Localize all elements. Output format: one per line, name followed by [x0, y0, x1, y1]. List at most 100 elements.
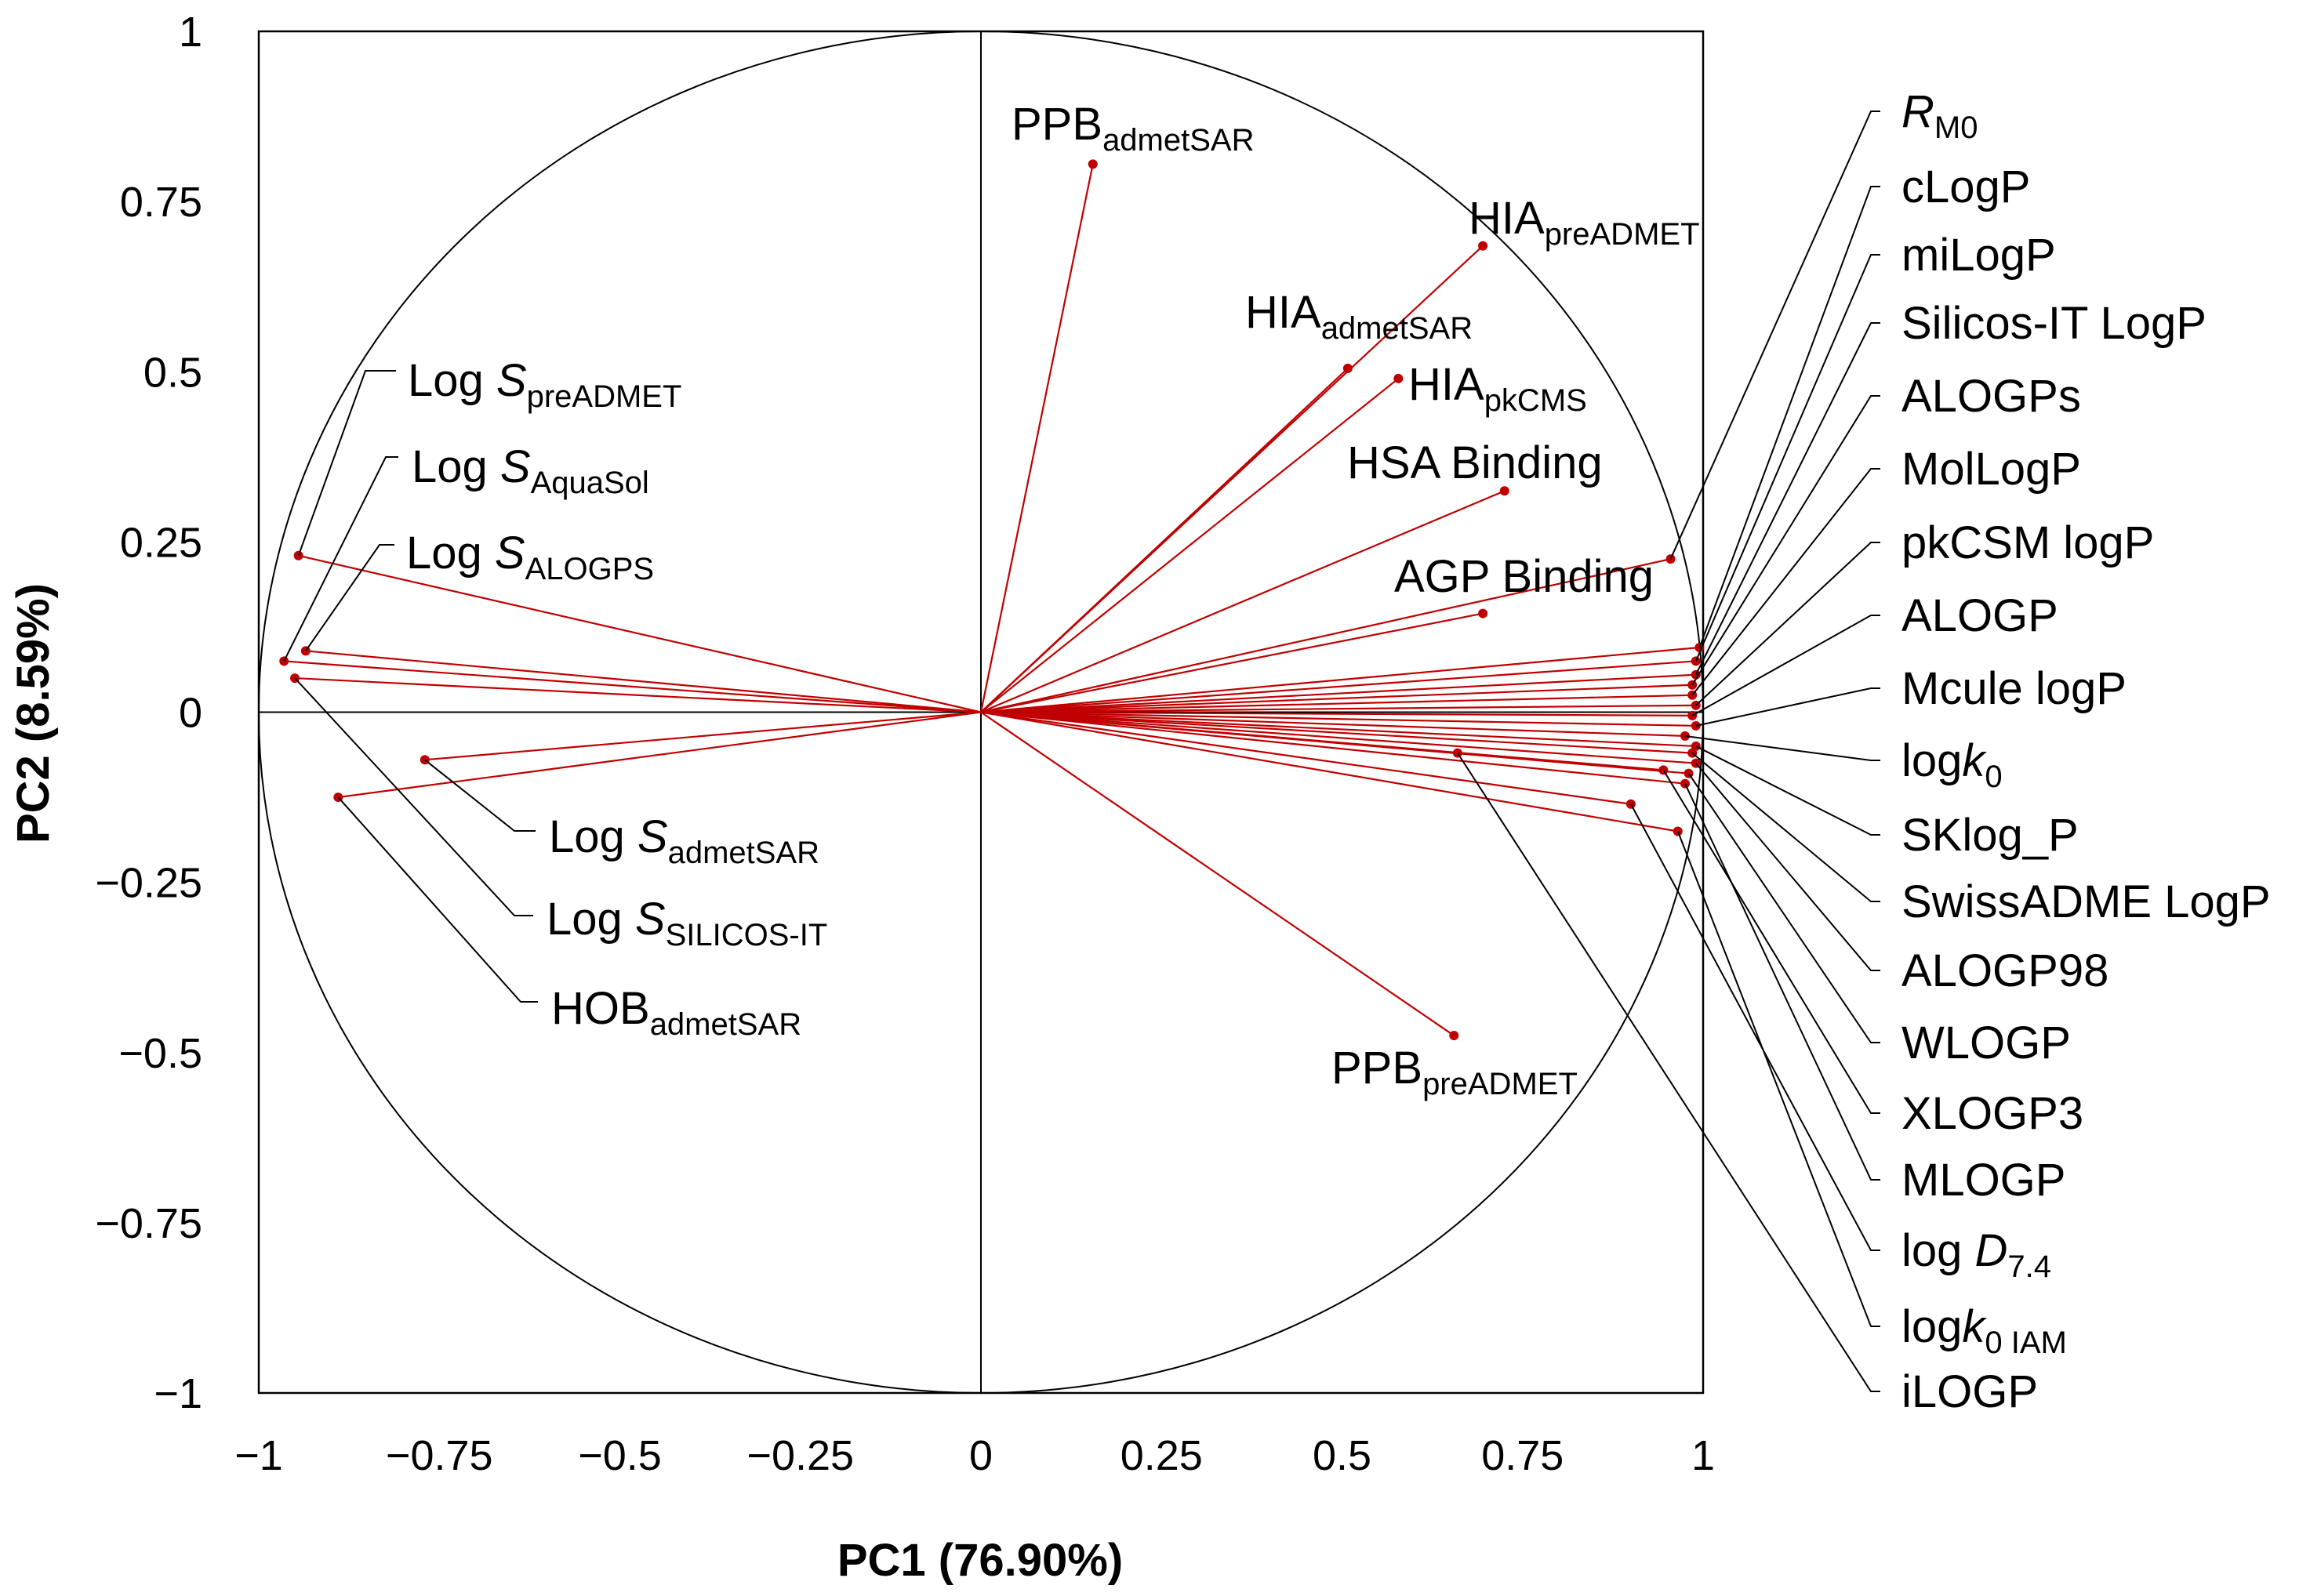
y-tick-label: −0.25: [95, 860, 202, 907]
loading-vector-mcule-logp: [980, 711, 1696, 727]
loading-vector-sklog-p: [980, 711, 1696, 748]
leader-line-log-s-admetsar: [424, 759, 536, 832]
loading-vector-ilogp: [980, 711, 1458, 754]
y-tick-label: −1: [154, 1370, 202, 1417]
loading-vector-log-s-aquasol: [284, 660, 982, 713]
y-axis-title: PC2 (8.59%): [8, 583, 59, 843]
x-tick-label: −0.75: [386, 1432, 493, 1479]
variable-label-log-s-preadmet: Log SpreADMET: [408, 355, 681, 414]
variable-label-agp-binding: AGP Binding: [1394, 551, 1654, 602]
loading-vector-mollogp: [980, 694, 1693, 713]
leader-line-alogp: [1691, 615, 1880, 716]
loading-vector-silicos-it-logp: [980, 673, 1696, 713]
variable-label-clogp: cLogP: [1901, 161, 2030, 212]
variable-label-ppb-preadmet: PPBpreADMET: [1331, 1043, 1578, 1101]
leader-line-mlogp: [1684, 783, 1880, 1181]
variable-label-alogps: ALOGPs: [1901, 371, 2081, 422]
loading-vector-hsa-binding: [980, 490, 1506, 713]
y-tick-label: −0.5: [118, 1030, 202, 1077]
variable-label-ppb-admetsar: PPBadmetSAR: [1012, 99, 1254, 158]
loading-vector-rm0: [980, 558, 1671, 713]
x-axis-title: PC1 (76.90%): [837, 1535, 1123, 1586]
y-tick-label: 1: [179, 9, 202, 56]
x-tick-label: −1: [234, 1432, 283, 1479]
leader-line-logk0-iam: [1676, 831, 1880, 1327]
loading-vector-pkcsm-logp: [980, 704, 1696, 713]
leader-line-alogps: [1691, 395, 1880, 686]
loading-vector-alogp: [980, 711, 1693, 716]
loading-vector-clogp: [980, 646, 1700, 713]
leader-line-logk0: [1684, 735, 1880, 761]
variable-label-mollogp: MolLogP: [1901, 444, 2081, 495]
variable-label-ilogp: iLOGP: [1901, 1366, 2038, 1417]
loading-point-ppb-preadmet: [1449, 1031, 1459, 1041]
leader-line-sklog-p: [1695, 745, 1880, 836]
loading-vector-swissadme-logp: [980, 711, 1693, 754]
y-tick-label: 0.5: [143, 349, 202, 396]
leader-line-xlogp3: [1662, 769, 1880, 1114]
leader-line-mcule-logp: [1695, 687, 1880, 727]
loading-vector-ppb-admetsar: [979, 164, 1094, 713]
x-tick-label: 0.75: [1481, 1432, 1564, 1479]
variable-label-sklog-p: SKlog_P: [1901, 810, 2079, 861]
leader-line-log-s-silicos-it: [294, 677, 533, 916]
leader-line-wlogp: [1687, 773, 1880, 1043]
y-tick-label: 0: [179, 690, 202, 737]
y-tick-label: −0.75: [95, 1200, 202, 1247]
variable-label-log-s-admetsar: Log SadmetSAR: [549, 811, 819, 870]
loading-vector-alogp98: [980, 711, 1696, 764]
variable-label-log-s-aquasol: Log SAquaSol: [412, 441, 649, 500]
variable-label-hob-admetsar: HOBadmetSAR: [551, 983, 801, 1042]
loading-vector-logk0-iam: [980, 711, 1678, 832]
loading-vector-hia-pkcms: [980, 378, 1400, 713]
variable-label-logk0-iam: logk0 IAM: [1901, 1301, 2067, 1360]
loading-point-hia-pkcms: [1393, 373, 1404, 383]
loading-vector-logk0: [980, 711, 1686, 737]
leader-line-mollogp: [1691, 468, 1880, 696]
loading-point-hia-admetsar: [1342, 363, 1353, 373]
x-tick-label: 0: [969, 1432, 993, 1479]
loading-vector-log-s-silicos-it: [294, 676, 982, 713]
leader-line-log-s-preadmet: [297, 370, 396, 557]
x-tick-label: −0.25: [746, 1432, 854, 1479]
loading-vector-log-s-preadmet: [298, 554, 982, 713]
variable-label-logk0: logk0: [1901, 735, 2003, 794]
variable-label-hsa-binding: HSA Binding: [1347, 437, 1603, 488]
loading-vector-hia-admetsar: [980, 368, 1349, 713]
variable-label-rm0: RM0: [1901, 86, 1978, 145]
y-tick-label: 0.25: [120, 519, 202, 566]
leader-lines: [283, 111, 1880, 1392]
leader-line-swissadme-logp: [1691, 752, 1880, 902]
variable-label-mlogp: MLOGP: [1901, 1155, 2066, 1206]
variable-label-swissadme-logp: SwissADME LogP: [1901, 876, 2271, 927]
variable-label-log-s-silicos-it: Log SSILICOS-IT: [547, 894, 827, 952]
loading-vector-mlogp: [980, 711, 1686, 785]
leader-line-clogp: [1698, 186, 1880, 648]
leader-line-ilogp: [1457, 753, 1880, 1392]
tick-labels: −1 −0.75 −0.5 −0.25 0 0.25 0.5 0.75 1 1 0.75 0.5 0.2…: [95, 9, 1715, 1479]
leader-line-rm0: [1669, 111, 1880, 560]
variable-label-alogp98: ALOGP98: [1901, 945, 2109, 996]
loading-vectors: [279, 159, 1705, 1041]
leader-line-log-d7-4: [1630, 803, 1880, 1251]
leader-line-log-s-alogps: [305, 544, 394, 651]
leader-line-log-s-aquasol: [283, 456, 398, 662]
loading-vector-log-s-admetsar: [424, 711, 982, 761]
variable-label-hia-pkcms: HIApkCMS: [1408, 359, 1587, 418]
variable-label-pkcsm-logp: pkCSM logP: [1901, 517, 2154, 568]
loading-vector-ppb-preadmet: [980, 711, 1455, 1036]
variable-label-hia-admetsar: HIAadmetSAR: [1245, 287, 1473, 346]
variable-label-log-d7-4: log D7.4: [1901, 1225, 2051, 1284]
variable-label-silicos-it-logp: Silicos-IT LogP: [1901, 298, 2207, 349]
y-tick-label: 0.75: [120, 179, 202, 226]
loading-vector-log-s-alogps: [305, 650, 982, 713]
variable-label-log-s-alogps: Log SALOGPS: [406, 528, 654, 586]
loading-vector-milogp: [980, 660, 1696, 713]
variable-label-alogp: ALOGP: [1901, 590, 2058, 641]
loading-point-ppb-admetsar: [1088, 159, 1098, 169]
x-tick-label: −0.5: [578, 1432, 662, 1479]
loading-point-agp-binding: [1478, 608, 1488, 618]
loading-point-hsa-binding: [1499, 486, 1509, 496]
x-tick-label: 1: [1691, 1432, 1715, 1479]
